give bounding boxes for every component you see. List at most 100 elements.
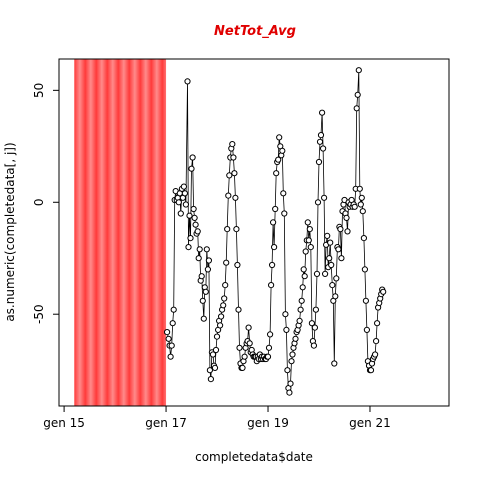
data-point — [180, 183, 187, 190]
data-point — [335, 246, 342, 253]
data-point — [164, 329, 171, 336]
data-point — [233, 226, 240, 233]
data-point — [265, 344, 273, 351]
data-point — [181, 190, 188, 197]
data-point — [184, 78, 191, 85]
data-point — [192, 221, 199, 228]
data-point — [185, 244, 192, 251]
data-point — [165, 335, 172, 342]
data-point — [194, 228, 201, 235]
data-point — [230, 154, 237, 161]
data-point — [177, 210, 184, 217]
data-point — [205, 257, 212, 264]
data-point — [202, 288, 209, 295]
data-point — [232, 194, 239, 201]
data-point — [222, 282, 229, 289]
data-point — [299, 284, 306, 291]
data-point — [267, 331, 274, 338]
data-point — [324, 232, 331, 239]
data-point — [204, 266, 211, 273]
missing-data-band — [74, 59, 167, 406]
data-point — [275, 156, 282, 163]
data-point — [362, 297, 369, 304]
data-point — [269, 261, 276, 269]
data-point — [360, 235, 367, 242]
data-point — [316, 138, 324, 145]
data-point — [359, 208, 366, 215]
y-axis-label: as.numeric(completedata[, j]) — [3, 142, 17, 321]
data-point — [300, 266, 307, 273]
data-point — [357, 201, 364, 208]
data-point — [271, 244, 278, 251]
data-point — [287, 380, 294, 387]
data-point — [327, 239, 334, 246]
data-point — [276, 134, 283, 141]
data-point — [353, 105, 360, 112]
data-point — [361, 266, 368, 273]
data-point — [200, 315, 207, 322]
data-point — [235, 306, 242, 313]
data-point — [234, 261, 241, 269]
data-point — [246, 340, 253, 347]
data-point — [218, 313, 225, 320]
data-point — [298, 297, 305, 304]
data-point — [308, 320, 315, 327]
data-point — [284, 367, 291, 374]
data-point — [317, 132, 325, 139]
data-point — [206, 367, 213, 374]
data-point — [226, 172, 233, 179]
data-point — [344, 228, 351, 235]
data-point — [321, 194, 328, 201]
data-point — [374, 320, 381, 327]
data-point — [225, 192, 232, 199]
data-point — [281, 210, 288, 217]
data-point — [358, 194, 365, 201]
data-point — [270, 219, 277, 226]
data-point — [286, 389, 293, 396]
data-point — [217, 322, 224, 329]
data-point — [332, 293, 339, 300]
y-tick-label: -50 — [32, 304, 46, 324]
data-point — [307, 244, 314, 251]
data-point — [207, 376, 214, 383]
data-point — [337, 226, 344, 233]
data-point — [273, 170, 280, 177]
data-point — [212, 346, 220, 354]
data-point — [167, 353, 174, 360]
data-point — [283, 326, 290, 333]
chart-title: NetTot_Avg — [214, 24, 296, 39]
data-point — [356, 185, 363, 192]
data-point — [380, 288, 387, 295]
data-point — [355, 67, 362, 74]
y-tick-label: 0 — [32, 198, 46, 206]
data-point — [188, 165, 195, 172]
data-point — [329, 282, 336, 289]
data-point — [289, 351, 296, 358]
data-point — [326, 255, 333, 262]
data-point — [367, 367, 375, 374]
data-point — [236, 344, 243, 351]
data-point — [272, 205, 279, 213]
data-point — [372, 351, 379, 358]
data-point — [343, 214, 350, 221]
series-points — [164, 67, 387, 396]
x-tick-label: gen 21 — [349, 416, 391, 430]
data-point — [220, 302, 227, 309]
data-point — [190, 205, 197, 213]
data-point — [209, 351, 217, 358]
data-point — [187, 235, 194, 242]
data-point — [354, 91, 361, 98]
data-point — [333, 275, 340, 282]
data-point — [331, 360, 338, 367]
data-point — [292, 335, 299, 342]
data-point — [373, 338, 380, 345]
data-point — [282, 311, 289, 318]
data-point — [196, 246, 203, 253]
data-point — [351, 203, 358, 210]
data-point — [310, 342, 317, 349]
data-point — [297, 306, 304, 313]
data-point — [199, 297, 206, 304]
data-point — [224, 226, 231, 233]
data-point — [319, 109, 326, 116]
